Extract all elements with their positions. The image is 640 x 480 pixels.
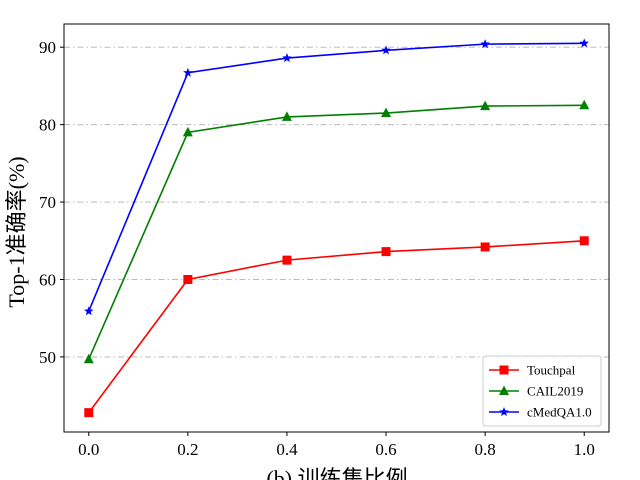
- data-point: [480, 242, 490, 252]
- tick-layer: 50 60 70 80 90 0.0 0.2 0.4 0.6 0.8 1.0: [39, 38, 595, 459]
- data-point: [183, 274, 193, 284]
- data-point: [282, 255, 292, 265]
- legend-item: Touchpal: [489, 363, 576, 378]
- legend-marker: [499, 407, 509, 417]
- legend-marker: [499, 385, 509, 395]
- y-axis-label: Top-1准确率(%): [4, 156, 29, 307]
- data-point: [281, 111, 292, 121]
- data-point: [183, 67, 193, 77]
- y-tick-label: 70: [39, 193, 56, 212]
- x-tick-label: 0.4: [276, 440, 298, 459]
- x-axis-label: (b) 训练集比例: [266, 466, 407, 480]
- legend-box: [482, 355, 602, 427]
- data-point: [480, 39, 490, 49]
- legend-item: CAIL2019: [489, 384, 583, 399]
- y-tick-label: 60: [39, 270, 56, 289]
- data-point: [83, 353, 94, 364]
- y-tick-label: 80: [39, 116, 56, 135]
- data-point: [381, 107, 392, 118]
- data-point: [480, 100, 491, 111]
- series-cMedQA1.0: [84, 38, 589, 316]
- legend-label: cMedQA1.0: [527, 405, 592, 420]
- data-point: [84, 408, 94, 418]
- series-Touchpal: [84, 236, 589, 418]
- data-point: [182, 126, 193, 137]
- legend-label: Touchpal: [527, 363, 576, 378]
- data-point: [381, 45, 391, 55]
- data-point: [579, 236, 589, 246]
- legend-item: cMedQA1.0: [489, 405, 592, 420]
- y-tick-label: 50: [39, 348, 56, 367]
- data-point: [84, 306, 94, 316]
- x-tick-label: 0.2: [177, 440, 198, 459]
- data-point: [381, 247, 391, 257]
- x-tick-label: 1.0: [574, 440, 595, 459]
- series-layer: [83, 38, 590, 418]
- series-line: [88, 42, 585, 312]
- x-tick-label: 0.8: [475, 440, 496, 459]
- y-tick-label: 90: [39, 38, 56, 57]
- legend: Touchpal CAIL2019 cMedQA1.0: [482, 355, 602, 427]
- data-point: [579, 38, 589, 48]
- series-line: [88, 104, 585, 360]
- x-tick-label: 0.6: [375, 440, 396, 459]
- legend-marker: [499, 365, 509, 375]
- plot-frame: [63, 23, 610, 433]
- data-point: [579, 99, 590, 110]
- grid-layer: [64, 46, 609, 358]
- series-CAIL2019: [83, 99, 590, 364]
- x-tick-label: 0.0: [78, 440, 99, 459]
- series-line: [88, 239, 585, 414]
- data-point: [282, 53, 292, 63]
- legend-label: CAIL2019: [527, 384, 583, 399]
